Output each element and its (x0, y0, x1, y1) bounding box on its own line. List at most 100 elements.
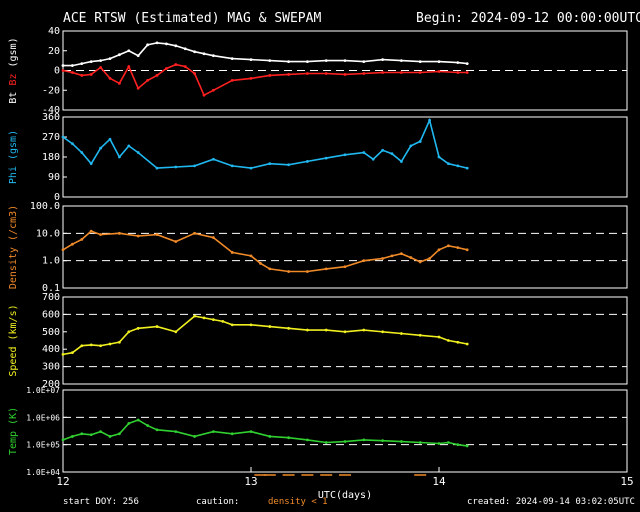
data-point-speed-0-23 (381, 330, 384, 334)
panel-frame-temp (62, 389, 628, 473)
data-point-speed-0-21 (343, 330, 347, 334)
data-point-phi-0-1 (71, 142, 74, 146)
data-point-bt-bz-1-20 (287, 73, 290, 76)
data-point-bt-bz-0-27 (418, 60, 422, 64)
data-point-speed-0-7 (127, 330, 131, 334)
data-point-phi-0-7 (127, 144, 131, 148)
data-point-density-0-16 (306, 270, 309, 273)
data-point-phi-0-4 (99, 146, 102, 150)
ytick-label-temp-3: 1.0E+04 (26, 468, 60, 477)
data-point-temp-0-24 (418, 441, 422, 444)
data-point-bt-bz-1-15 (202, 93, 206, 97)
data-point-bt-bz-1-21 (306, 72, 309, 75)
data-point-phi-0-12 (212, 157, 215, 161)
data-point-bt-bz-0-6 (118, 53, 121, 57)
data-point-bt-bz-1-27 (418, 71, 422, 74)
data-point-bt-bz-0-18 (249, 58, 253, 62)
ylabel-temp: Temp (K) (8, 407, 19, 455)
data-point-speed-0-27 (447, 339, 450, 342)
ytick-label-density-0: 100.0 (30, 201, 60, 212)
data-point-bt-bz-0-21 (306, 60, 309, 64)
plot-title: ACE RTSW (Estimated) MAG & SWEPAM (63, 11, 322, 26)
data-point-density-0-23 (409, 256, 413, 259)
data-point-bt-bz-0-24 (362, 60, 366, 64)
data-point-phi-0-29 (447, 162, 450, 166)
data-point-density-0-22 (400, 252, 403, 256)
data-point-density-0-5 (118, 231, 121, 235)
data-point-density-0-15 (287, 270, 290, 273)
data-point-bt-bz-0-15 (202, 52, 206, 56)
data-point-density-0-27 (447, 244, 450, 248)
ytick-label-density-3: 0.1 (42, 283, 60, 294)
data-point-temp-0-11 (174, 430, 178, 434)
data-point-bt-bz-1-26 (400, 71, 403, 74)
ytick-label-speed-2: 500 (42, 327, 60, 338)
data-point-bt-bz-1-11 (165, 67, 168, 70)
data-point-speed-0-18 (287, 326, 290, 330)
data-point-temp-0-25 (437, 442, 441, 445)
data-point-phi-0-8 (136, 151, 140, 154)
data-point-bt-bz-1-24 (362, 72, 366, 75)
data-point-density-0-13 (259, 261, 262, 265)
ytick-label-phi-1: 270 (42, 132, 60, 143)
data-point-speed-0-13 (212, 318, 215, 322)
data-point-bt-bz-0-11 (165, 42, 168, 46)
data-point-density-0-11 (230, 251, 234, 254)
data-point-temp-0-26 (447, 441, 450, 444)
data-point-temp-0-27 (456, 443, 460, 447)
data-point-density-0-17 (324, 267, 328, 271)
ytick-label-bt-bz-2: 0 (54, 66, 60, 77)
ytick-label-density-1: 10.0 (36, 228, 60, 239)
data-point-temp-0-17 (287, 436, 290, 440)
ytick-label-temp-2: 1.0E+05 (26, 441, 60, 450)
data-point-temp-0-1 (71, 435, 74, 438)
data-point-density-0-14 (268, 267, 272, 271)
data-point-speed-0-16 (249, 323, 253, 327)
ylabel-density: Density (/cm3) (8, 205, 19, 289)
data-point-speed-0-8 (136, 326, 140, 330)
start-doy: start DOY: 256 (63, 497, 139, 507)
data-point-phi-0-0 (61, 135, 65, 139)
data-point-phi-0-20 (362, 151, 366, 154)
data-point-bt-bz-0-28 (437, 60, 441, 64)
data-point-bt-bz-0-10 (155, 41, 159, 45)
ylabel-phi: Phi (gsm) (8, 130, 19, 184)
ylabel-part-2: (gsm) (8, 37, 19, 73)
data-point-temp-0-10 (155, 428, 159, 432)
data-point-speed-0-29 (465, 342, 469, 346)
data-point-bt-bz-0-7 (127, 49, 131, 53)
data-point-phi-0-15 (268, 162, 272, 166)
data-point-speed-0-19 (306, 328, 309, 332)
data-point-phi-0-31 (465, 166, 469, 170)
ytick-label-phi-3: 90 (48, 172, 60, 183)
panel-frame-speed (62, 296, 628, 385)
data-point-bt-bz-0-17 (230, 57, 234, 61)
data-point-speed-0-0 (61, 353, 65, 356)
data-point-temp-0-0 (61, 438, 65, 442)
data-point-bt-bz-1-16 (212, 88, 215, 92)
data-point-bt-bz-0-14 (193, 50, 197, 54)
data-point-bt-bz-0-26 (400, 59, 403, 63)
data-point-speed-0-10 (174, 330, 178, 334)
data-point-density-0-20 (381, 257, 384, 260)
data-point-phi-0-19 (343, 153, 347, 157)
data-point-phi-0-24 (400, 160, 403, 163)
data-point-bt-bz-1-29 (456, 71, 460, 74)
xtick-label-3: 15 (620, 475, 633, 488)
data-point-temp-0-7 (127, 421, 131, 425)
data-point-bt-bz-0-1 (71, 64, 74, 67)
data-point-phi-0-25 (409, 144, 413, 148)
data-point-bt-bz-0-20 (287, 60, 290, 64)
data-point-speed-0-15 (230, 323, 234, 327)
ylabel-part-0: Bt (8, 92, 19, 104)
data-point-density-0-0 (61, 248, 65, 252)
data-point-density-0-29 (465, 248, 469, 252)
data-point-phi-0-2 (80, 151, 84, 154)
xtick-label-1: 13 (244, 475, 257, 488)
data-point-density-0-7 (155, 233, 159, 236)
xtick-label-0: 12 (56, 475, 69, 488)
data-point-bt-bz-1-30 (465, 71, 469, 74)
panel-frame-phi (62, 116, 628, 198)
data-point-bt-bz-1-7 (127, 65, 131, 68)
